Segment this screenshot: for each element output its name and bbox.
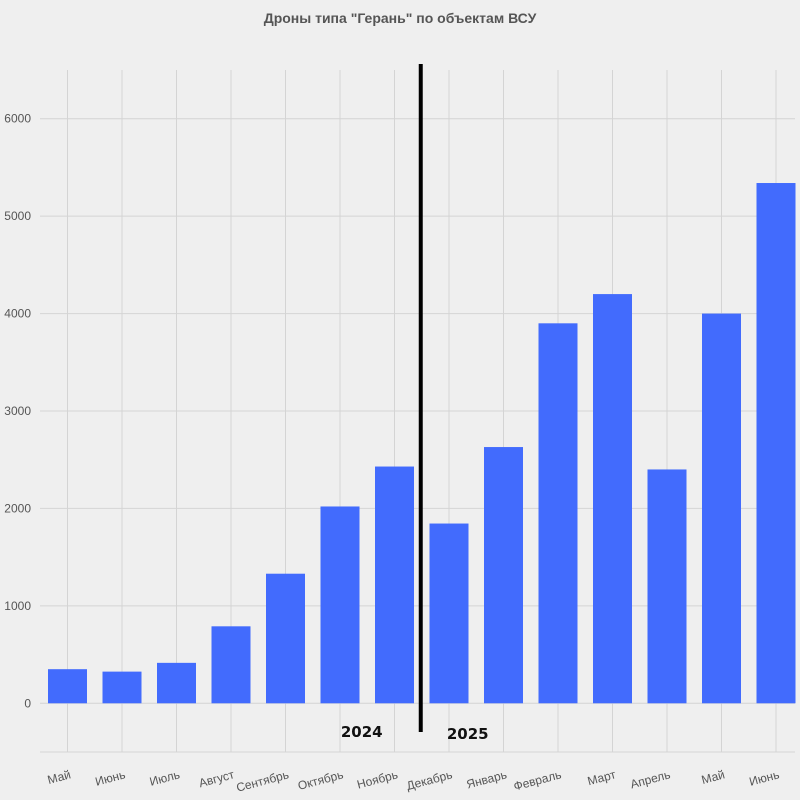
y-tick-label: 2000: [4, 501, 31, 515]
x-tick-label: Март: [586, 767, 618, 788]
bar: [320, 506, 360, 704]
bar: [211, 626, 251, 704]
x-tick-label: Июль: [148, 767, 181, 788]
bar: [702, 313, 741, 704]
bar: [538, 323, 578, 704]
y-tick-label: 0: [24, 696, 31, 710]
x-tick-label: Декабрь: [405, 767, 454, 793]
y-tick-label: 4000: [4, 307, 31, 321]
bar: [375, 466, 414, 704]
annotations: 2024 2025: [341, 64, 489, 743]
x-tick-label: Август: [197, 767, 236, 790]
y-tick-label: 3000: [4, 404, 31, 418]
x-tick-label: Октябрь: [296, 767, 345, 793]
y-tick-label: 5000: [4, 209, 31, 223]
bar: [756, 183, 796, 704]
bar: [157, 662, 196, 704]
y-tick-label: 1000: [4, 599, 31, 613]
bar: [102, 671, 142, 704]
y-axis-ticks: 0 1000 2000 3000 4000 5000 6000: [4, 112, 31, 711]
year-label-2024: 2024: [341, 723, 383, 741]
x-tick-label: Сентябрь: [235, 767, 291, 794]
x-tick-label: Ноябрь: [355, 767, 399, 791]
bar: [429, 523, 469, 704]
x-tick-label: Январь: [465, 767, 508, 791]
x-tick-label: Май: [46, 767, 72, 787]
bar: [593, 294, 632, 704]
x-tick-label: Июнь: [748, 767, 781, 788]
bars: [48, 183, 796, 704]
bar: [484, 447, 523, 704]
bar: [647, 469, 687, 704]
y-tick-label: 6000: [4, 112, 31, 126]
chart-title: Дроны типа "Герань" по объектам ВСУ: [263, 10, 537, 26]
x-tick-label: Апрель: [629, 767, 672, 791]
x-tick-label: Февраль: [512, 767, 563, 793]
bar: [48, 669, 87, 704]
x-tick-label: Июнь: [94, 767, 127, 788]
bar: [266, 573, 305, 704]
x-tick-label: Май: [700, 767, 726, 787]
year-label-2025: 2025: [447, 725, 489, 743]
